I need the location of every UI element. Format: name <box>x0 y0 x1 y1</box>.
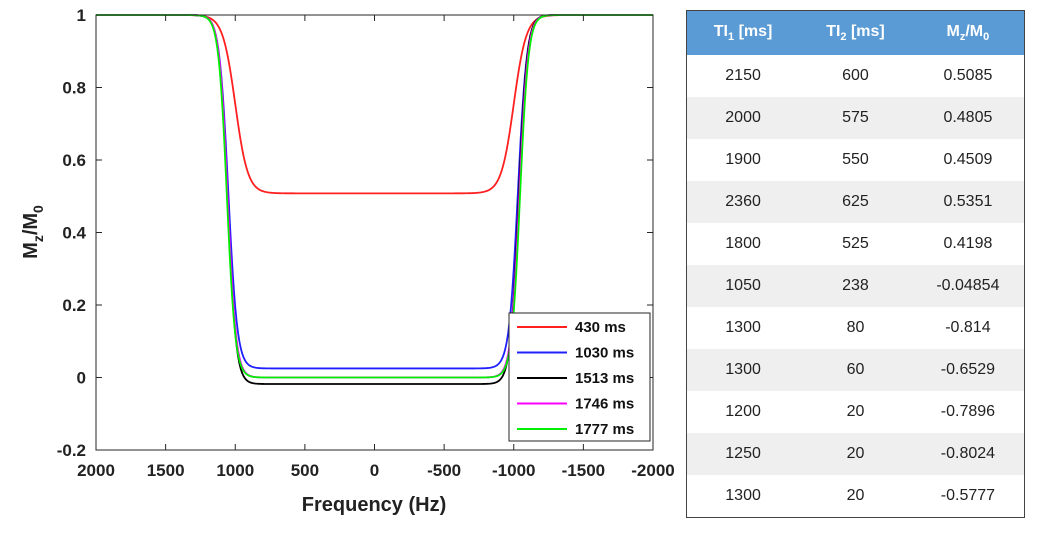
table-row: 1200 20 -0.7896 <box>686 391 1025 433</box>
table-cell: 0.4198 <box>943 235 993 252</box>
table-row: 1800 525 0.4198 <box>686 223 1025 265</box>
table-cell: 575 <box>842 109 869 126</box>
x-tick-label: -500 <box>427 461 461 480</box>
table-cell: 600 <box>842 67 869 84</box>
table-row: 1300 80 -0.814 <box>686 307 1025 349</box>
x-tick-label: 1500 <box>147 461 185 480</box>
table-cell: 2360 <box>725 193 761 210</box>
table-cell: 1250 <box>725 445 761 462</box>
x-tick-label: -1000 <box>492 461 535 480</box>
table-cell: 238 <box>842 277 869 294</box>
table-cell: -0.04854 <box>936 277 1000 294</box>
axis-ticks <box>95 14 654 451</box>
table-body: 2150 600 0.5085 2000 575 0.4805 1900 550 0.4509 2… <box>686 55 1025 518</box>
legend-label-2: 1030 ms <box>575 345 634 362</box>
table-cell: 1300 <box>725 319 761 336</box>
table-cell: 0.5085 <box>943 67 993 84</box>
table-cell: 80 <box>846 319 865 336</box>
table-cell: 525 <box>842 235 869 252</box>
axis-tick-labels: 2000 1500 1000 500 0 -500 -1000 -1500 -2000 -0.2 0… <box>57 6 675 480</box>
legend-label-5: 1777 ms <box>575 421 634 438</box>
x-tick-label: -1500 <box>562 461 605 480</box>
y-tick-label: 0.2 <box>62 296 86 315</box>
table-cell: 20 <box>846 487 865 504</box>
table-row: 1300 20 -0.5777 <box>686 475 1025 518</box>
table-cell: 625 <box>842 193 869 210</box>
y-tick-label: -0.2 <box>57 441 86 460</box>
table-cell: 2000 <box>725 109 761 126</box>
table-cell: -0.7896 <box>940 403 996 420</box>
table-row: 1300 60 -0.6529 <box>686 349 1025 391</box>
table-cell: 0.4509 <box>943 151 993 168</box>
x-axis-title: Frequency (Hz) <box>302 494 446 516</box>
table-cell: 20 <box>846 403 865 420</box>
table-cell: 2150 <box>725 67 761 84</box>
table-cell: 0.5351 <box>943 193 993 210</box>
table-header-cell-1: TI1 [ms] <box>713 22 773 44</box>
series-line-1 <box>96 14 653 195</box>
table-cell: -0.8024 <box>940 445 996 462</box>
table-cell: 1300 <box>725 361 761 378</box>
table-cell: 1200 <box>725 403 761 420</box>
table-cell: 1900 <box>725 151 761 168</box>
legend-label-1: 430 ms <box>575 319 626 336</box>
table-cell: -0.5777 <box>940 487 996 504</box>
table-cell: -0.814 <box>945 319 991 336</box>
line-chart: 2000 1500 1000 500 0 -500 -1000 -1500 -2000 -0.2 0… <box>20 6 675 516</box>
x-tick-label: -2000 <box>631 461 674 480</box>
legend-label-4: 1746 ms <box>575 396 634 413</box>
table-row: 1050 238 -0.04854 <box>686 265 1025 307</box>
table-cell: 1050 <box>725 277 761 294</box>
table-cell: 1300 <box>725 487 761 504</box>
y-axis-title: Mz/M0 <box>20 205 46 259</box>
chart-legend: 430 ms 1030 ms 1513 ms 1746 ms 1777 ms <box>508 312 651 442</box>
y-tick-label: 0.4 <box>62 224 86 243</box>
table-header-cell-2: TI2 [ms] <box>826 22 885 44</box>
svg-text:Mz/M0: Mz/M0 <box>20 205 46 259</box>
table-row: 1250 20 -0.8024 <box>686 433 1025 475</box>
table-cell: 0.4805 <box>943 109 993 126</box>
x-tick-label: 2000 <box>77 461 115 480</box>
legend-label-3: 1513 ms <box>575 370 634 387</box>
table-cell: 550 <box>842 151 869 168</box>
table-row: 2150 600 0.5085 <box>686 55 1025 97</box>
table-cell: 1800 <box>725 235 761 252</box>
table-header-row: TI1 [ms] TI2 [ms] Mz/M0 <box>686 10 1025 55</box>
x-tick-label: 500 <box>291 461 319 480</box>
table-header-cell-3: Mz/M0 <box>946 22 990 44</box>
y-tick-label: 1 <box>77 6 86 25</box>
table-cell: 20 <box>846 445 865 462</box>
y-tick-label: 0.8 <box>62 79 86 98</box>
y-tick-label: 0 <box>77 369 86 388</box>
table-row: 2360 625 0.5351 <box>686 181 1025 223</box>
table-row: 1900 550 0.4509 <box>686 139 1025 181</box>
y-tick-label: 0.6 <box>62 151 86 170</box>
table-row: 2000 575 0.4805 <box>686 97 1025 139</box>
table-cell: 60 <box>846 361 865 378</box>
x-tick-label: 0 <box>370 461 379 480</box>
table-cell: -0.6529 <box>940 361 996 378</box>
timing-table: TI1 [ms] TI2 [ms] Mz/M0 2150 600 0.5085 2000 5… <box>686 10 1025 518</box>
x-tick-label: 1000 <box>216 461 254 480</box>
